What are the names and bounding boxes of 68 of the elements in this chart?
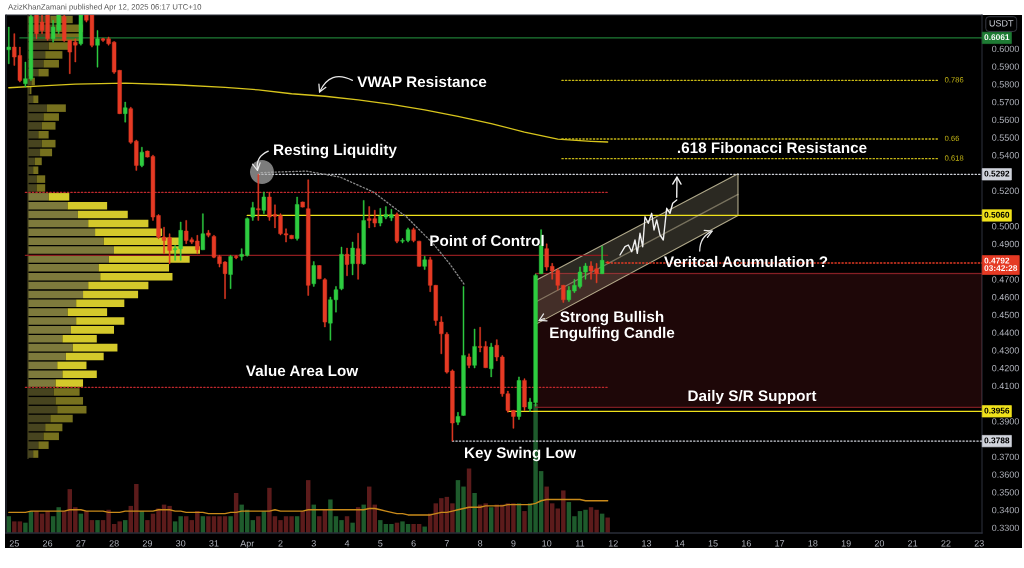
y-tick-label: 0.5800 bbox=[992, 81, 1019, 88]
annotation: VWAP Resistance bbox=[357, 75, 487, 88]
x-tick-label: 2 bbox=[278, 540, 283, 547]
x-tick-label: 6 bbox=[411, 540, 416, 547]
x-tick-label: 25 bbox=[9, 540, 19, 547]
x-tick-label: 21 bbox=[908, 540, 918, 547]
y-tick-label: 0.3500 bbox=[992, 489, 1019, 496]
x-tick-label: 15 bbox=[708, 540, 718, 547]
x-tick-label: Apr bbox=[240, 540, 255, 549]
annotation: Strong Bullish Engulfing Candle bbox=[550, 310, 675, 342]
annotation: Veritcal Acumulation ? bbox=[664, 255, 828, 268]
y-tick-label: 0.4200 bbox=[992, 364, 1019, 372]
x-tick-label: 11 bbox=[575, 540, 585, 547]
y-tick-label: 0.5600 bbox=[992, 116, 1019, 124]
x-tick-label: 4 bbox=[344, 540, 350, 547]
x-tick-label: 26 bbox=[43, 540, 53, 547]
y-tick-label: 0.4500 bbox=[992, 311, 1019, 319]
x-tick-label: 28 bbox=[109, 540, 119, 547]
x-tick-label: 31 bbox=[209, 540, 219, 547]
data-label: 0.6061 bbox=[984, 34, 1010, 41]
y-tick-label: 0.4900 bbox=[992, 240, 1019, 248]
x-tick-label: 7 bbox=[444, 540, 449, 547]
x-tick-label: 8 bbox=[478, 540, 483, 547]
data-label: 0.3788 bbox=[984, 437, 1010, 444]
y-tick-label: 0.5200 bbox=[992, 187, 1019, 194]
annotation: Daily S/R Support bbox=[688, 389, 817, 405]
x-tick-label: 9 bbox=[511, 540, 516, 547]
x-tick-label: 14 bbox=[675, 540, 685, 547]
data-label: 0.5292 bbox=[984, 170, 1010, 177]
x-tick-label: 17 bbox=[775, 540, 785, 547]
y-tick-label: 0.5400 bbox=[992, 152, 1019, 159]
annotation: Key Swing Low bbox=[465, 446, 577, 462]
y-tick-label: 0.3400 bbox=[992, 506, 1019, 514]
y-tick-label: 0.5000 bbox=[992, 223, 1019, 230]
data-label: 0.4792 03:42:28 bbox=[984, 257, 1018, 272]
annotation: .618 Fibonacci Resistance bbox=[677, 141, 867, 154]
y-tick-label: 0.4300 bbox=[992, 347, 1019, 354]
y-tick-label: 0.3300 bbox=[992, 524, 1019, 532]
x-tick-label: 23 bbox=[974, 540, 984, 547]
x-tick-label: 29 bbox=[142, 540, 152, 547]
y-tick-label: 0.3900 bbox=[992, 418, 1019, 425]
y-tick-label: 0.6000 bbox=[992, 45, 1019, 53]
y-tick-label: 0.5500 bbox=[992, 134, 1019, 141]
x-tick-label: 3 bbox=[311, 540, 316, 547]
x-tick-label: 30 bbox=[176, 540, 186, 547]
y-axis-title: USDT bbox=[989, 20, 1014, 27]
data-label: 0.5060 bbox=[984, 211, 1010, 218]
y-tick-label: 0.4700 bbox=[992, 276, 1019, 283]
y-tick-label: 0.4100 bbox=[992, 382, 1019, 390]
x-tick-label: 20 bbox=[874, 540, 885, 547]
x-tick-label: 10 bbox=[542, 540, 552, 547]
y-tick-label: 0.3700 bbox=[992, 453, 1019, 461]
annotation: Value Area Low bbox=[245, 364, 359, 377]
x-tick-label: 27 bbox=[76, 540, 86, 547]
y-tick-label: 0.4400 bbox=[992, 329, 1019, 336]
x-tick-label: 5 bbox=[378, 540, 383, 547]
y-tick-label: 0.5900 bbox=[992, 63, 1019, 70]
y-tick-label: 0.3600 bbox=[992, 471, 1019, 478]
x-tick-label: 19 bbox=[841, 540, 851, 547]
x-tick-label: 13 bbox=[642, 540, 652, 547]
y-tick-label: 0.5700 bbox=[992, 98, 1019, 106]
x-tick-label: 18 bbox=[808, 540, 818, 547]
y-tick-label: 0.4600 bbox=[992, 294, 1019, 301]
x-tick-label: 16 bbox=[741, 540, 751, 547]
data-label: 0.3956 bbox=[984, 407, 1010, 414]
annotation: Resting Liquidity bbox=[274, 143, 397, 159]
x-tick-label: 12 bbox=[608, 540, 618, 547]
x-tick-label: 22 bbox=[941, 540, 951, 547]
